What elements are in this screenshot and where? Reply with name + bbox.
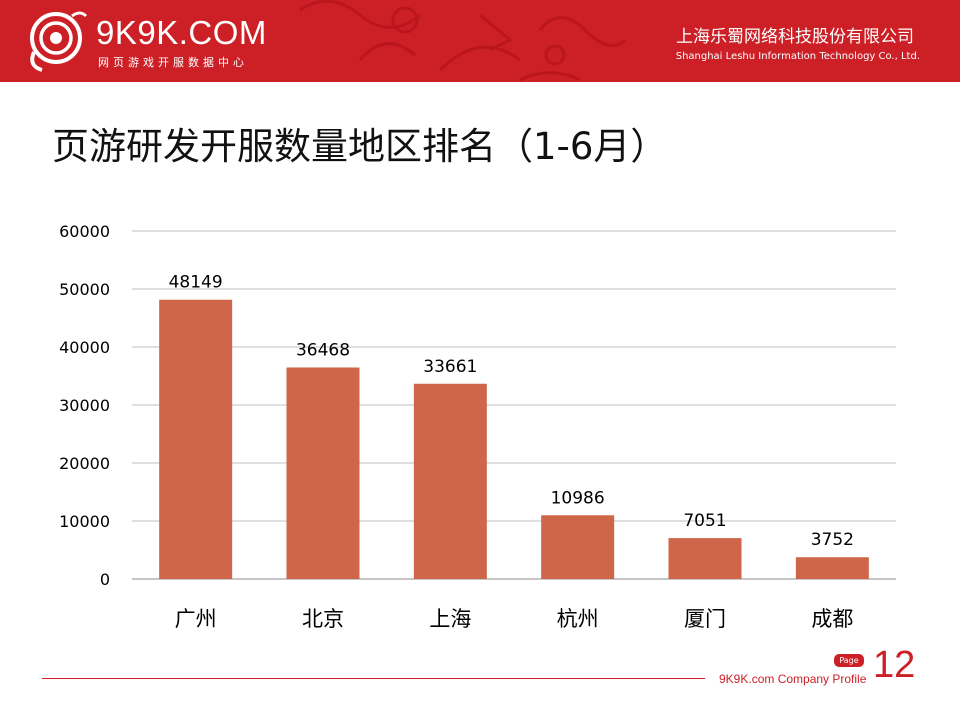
logo-text: 9K9K.COM xyxy=(96,14,267,51)
9k9k-logo-icon xyxy=(30,11,88,72)
bar xyxy=(413,383,487,579)
footer-profile-text: 9K9K.com Company Profile xyxy=(719,672,867,686)
bar xyxy=(541,515,615,579)
y-tick-label: 20000 xyxy=(59,454,110,473)
data-label: 36468 xyxy=(296,340,350,360)
y-tick-label: 10000 xyxy=(59,512,110,531)
company-name-cn: 上海乐蜀网络科技股份有限公司 xyxy=(676,27,914,47)
data-label: 33661 xyxy=(423,357,477,377)
y-tick-label: 60000 xyxy=(59,222,110,241)
y-tick-label: 50000 xyxy=(59,280,110,299)
y-tick-label: 30000 xyxy=(59,396,110,415)
bar xyxy=(668,538,742,579)
x-category-label: 厦门 xyxy=(684,607,726,631)
data-label: 3752 xyxy=(811,530,854,550)
data-label: 48149 xyxy=(169,273,223,293)
page-number: 12 xyxy=(873,644,916,686)
footer-divider xyxy=(42,678,705,679)
data-label: 7051 xyxy=(683,511,726,531)
data-label: 10986 xyxy=(551,488,605,508)
x-category-label: 北京 xyxy=(302,607,344,631)
header-pattern xyxy=(299,0,627,82)
bar xyxy=(286,367,360,579)
x-category-label: 广州 xyxy=(175,607,217,631)
bar xyxy=(795,557,869,579)
y-tick-label: 0 xyxy=(100,570,110,589)
y-tick-label: 40000 xyxy=(59,338,110,357)
page-label-badge: Page xyxy=(834,654,864,667)
bar xyxy=(159,299,233,579)
x-category-label: 成都 xyxy=(811,607,853,631)
x-category-label: 杭州 xyxy=(557,607,599,631)
slide-title: 页游研发开服数量地区排名（1-6月） xyxy=(52,125,668,168)
header-banner: 9K9K.COM 网页游戏开服数据中心 上海乐蜀网络科技股份有限公司 Shang… xyxy=(0,0,960,82)
x-category-label: 上海 xyxy=(429,607,471,631)
company-name-en: Shanghai Leshu Information Technology Co… xyxy=(675,51,920,62)
logo-subtitle: 网页游戏开服数据中心 xyxy=(98,56,248,69)
